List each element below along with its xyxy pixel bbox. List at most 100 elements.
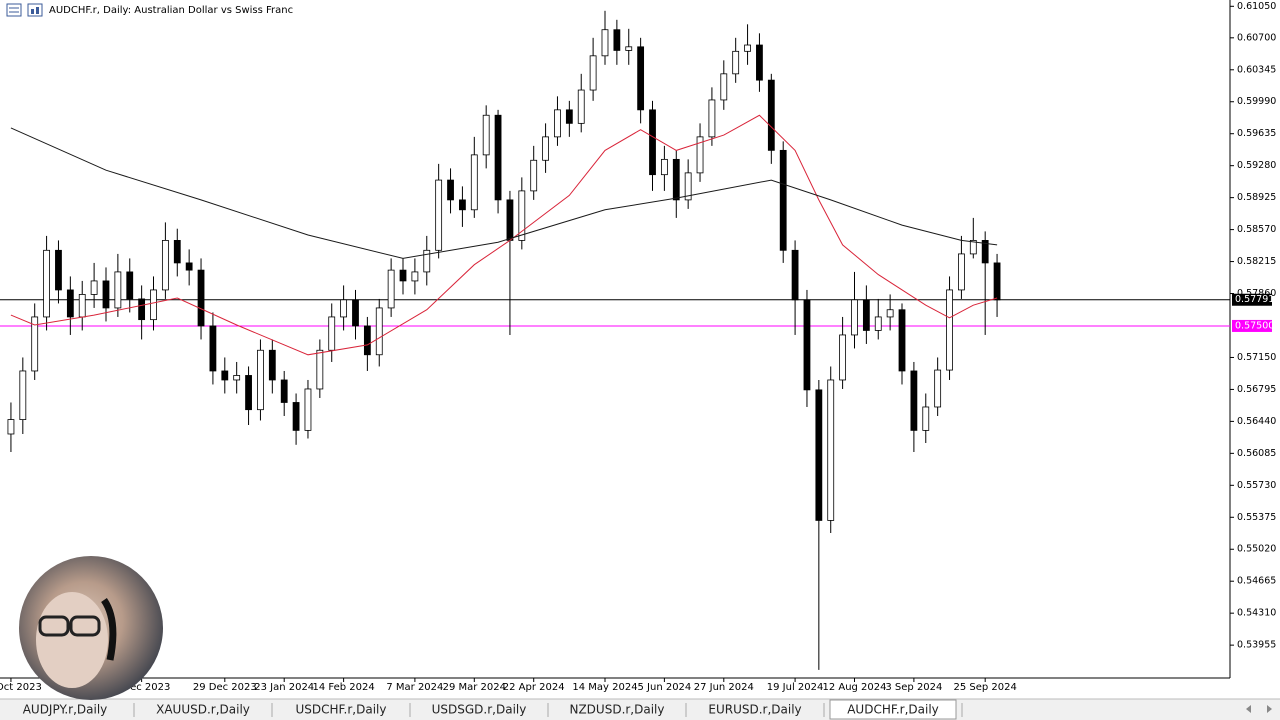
- candle-body: [684, 172, 692, 201]
- candle-body: [958, 253, 965, 291]
- candle-body: [197, 269, 205, 327]
- candle-body: [732, 50, 740, 75]
- face: [36, 592, 108, 688]
- y-tick-label: 0.57860: [1237, 288, 1276, 299]
- candle-body: [423, 249, 431, 273]
- candle-body: [316, 349, 324, 390]
- candle-body: [411, 271, 419, 282]
- candle-body: [791, 249, 799, 301]
- candle-body: [672, 158, 680, 201]
- candle-body: [637, 46, 645, 111]
- x-tick-label: 5 Jun 2024: [637, 682, 691, 693]
- candle-body: [993, 262, 1001, 301]
- tab[interactable]: USDCHF.r,Daily: [296, 703, 387, 717]
- candle-body: [257, 349, 264, 411]
- candle-body: [352, 299, 359, 327]
- candle-body: [554, 109, 561, 138]
- candle-body: [803, 299, 811, 391]
- candle-body: [245, 375, 252, 411]
- tab-bar: [0, 699, 1280, 720]
- candle-body: [114, 271, 122, 309]
- candle-body: [173, 240, 181, 264]
- candle-body: [19, 370, 27, 420]
- y-tick-label: 0.55020: [1237, 544, 1276, 555]
- candle-body: [447, 179, 454, 201]
- tab[interactable]: EURUSD.r,Daily: [708, 703, 801, 717]
- candle-body: [43, 249, 50, 318]
- candle-body: [898, 309, 906, 372]
- y-tick-label: 0.57150: [1237, 352, 1276, 363]
- candle-body: [328, 316, 336, 351]
- candle-body: [150, 289, 157, 321]
- y-tick-label: 0.54665: [1237, 576, 1276, 587]
- candle-body: [862, 299, 870, 331]
- candle-body: [577, 89, 585, 124]
- candle-body: [102, 280, 110, 309]
- candle-body: [459, 199, 466, 211]
- candle-body: [601, 29, 609, 57]
- x-tick-label: 3 Sep 2024: [885, 682, 942, 693]
- candle-body: [506, 199, 514, 241]
- x-tick-label: 14 Feb 2024: [312, 682, 374, 693]
- x-tick-label: 12 Aug 2024: [822, 682, 886, 693]
- candle-body: [827, 379, 835, 521]
- candle-body: [90, 280, 98, 295]
- y-tick-label: 0.59635: [1237, 128, 1276, 139]
- candle-body: [565, 109, 573, 124]
- y-tick-label: 0.53955: [1237, 640, 1276, 651]
- candle-body: [78, 294, 86, 318]
- tab[interactable]: XAUUSD.r,Daily: [156, 703, 250, 717]
- candle-body: [482, 114, 490, 156]
- tab[interactable]: USDSGD.r,Daily: [432, 703, 527, 717]
- candle-body: [221, 370, 229, 381]
- price-label: 0.57500: [1235, 320, 1274, 331]
- candle-body: [399, 269, 407, 282]
- candle-body: [292, 402, 300, 431]
- y-tick-label: 0.55375: [1237, 512, 1276, 523]
- candle-body: [756, 44, 763, 81]
- candle-body: [886, 309, 894, 318]
- candle-body: [280, 379, 288, 403]
- moving-average: [10, 114, 998, 356]
- moving-average: [10, 127, 998, 259]
- candle-body: [542, 136, 549, 161]
- candle-body: [435, 179, 443, 251]
- price-label-box: [1232, 293, 1272, 306]
- candle-body: [815, 389, 823, 521]
- y-tick-label: 0.54310: [1237, 608, 1276, 619]
- x-tick-label: 22 Apr 2024: [503, 682, 565, 693]
- icon-stroke: [31, 9, 34, 14]
- x-tick-label: 23 Jan 2024: [254, 682, 314, 693]
- candle-body: [66, 289, 74, 318]
- candle-body: [233, 375, 241, 381]
- tab[interactable]: NZDUSD.r,Daily: [569, 703, 664, 717]
- candle-body: [744, 44, 751, 52]
- y-tick-label: 0.56085: [1237, 448, 1276, 459]
- candle-body: [589, 55, 597, 91]
- candle-body: [851, 299, 858, 336]
- candle-body: [708, 99, 716, 138]
- candle-body: [625, 46, 633, 51]
- y-tick-label: 0.56795: [1237, 384, 1276, 395]
- candle-body: [910, 370, 918, 431]
- tab[interactable]: AUDCHF.r,Daily: [847, 703, 939, 717]
- chart-icon[interactable]: [27, 3, 43, 17]
- candle-body: [209, 325, 217, 372]
- tab[interactable]: AUDJPY.r,Daily: [23, 703, 108, 717]
- candle-body: [649, 109, 656, 176]
- candle-body: [7, 419, 15, 435]
- candle-body: [518, 190, 526, 241]
- price-label: 0.57791: [1235, 294, 1274, 305]
- menu-icon[interactable]: [6, 3, 22, 17]
- candle-body: [946, 289, 953, 371]
- candle-body: [922, 406, 930, 431]
- y-tick-label: 0.59990: [1237, 96, 1276, 107]
- y-tick-label: 0.56440: [1237, 416, 1276, 427]
- candle-body: [470, 154, 478, 211]
- x-tick-label: 1 Dec 2023: [113, 682, 171, 693]
- candle-body: [375, 307, 383, 356]
- candle-body: [720, 73, 728, 101]
- y-tick-label: 0.61050: [1237, 1, 1276, 12]
